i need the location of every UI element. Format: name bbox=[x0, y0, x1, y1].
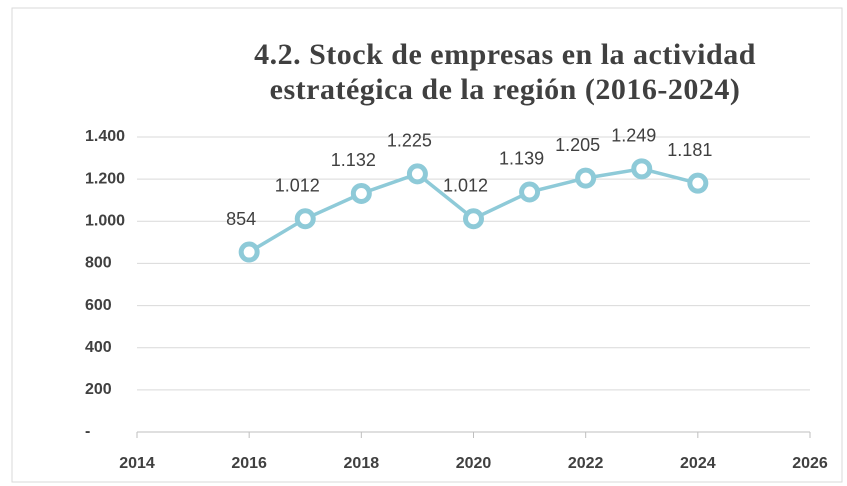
marker bbox=[519, 181, 541, 203]
y-tick-label: 200 bbox=[85, 381, 112, 398]
x-tick-label: 2014 bbox=[119, 455, 155, 472]
marker bbox=[463, 208, 484, 230]
value-label: 1.205 bbox=[555, 135, 600, 155]
value-label: 1.249 bbox=[611, 126, 656, 146]
value-label: 1.012 bbox=[443, 176, 488, 196]
marker bbox=[294, 208, 316, 230]
y-tick-label: 400 bbox=[85, 339, 112, 356]
y-tick-label: 800 bbox=[85, 255, 112, 272]
y-tick-label: 1.000 bbox=[85, 213, 125, 230]
y-tick-label: 1.400 bbox=[85, 128, 125, 145]
marker bbox=[350, 182, 372, 204]
marker bbox=[631, 158, 653, 180]
x-tick-label: 2022 bbox=[568, 455, 604, 472]
y-tick-label: 600 bbox=[85, 297, 112, 314]
x-tick-label: 2024 bbox=[680, 455, 716, 472]
y-tick-label: 1.200 bbox=[85, 170, 125, 187]
value-label: 1.139 bbox=[499, 149, 544, 169]
value-label: 1.012 bbox=[275, 176, 320, 196]
x-tick-label: 2018 bbox=[344, 455, 380, 472]
x-tick-label: 2020 bbox=[456, 455, 492, 472]
marker bbox=[406, 163, 428, 185]
value-label: 1.181 bbox=[667, 140, 712, 160]
value-label: 1.132 bbox=[331, 150, 376, 170]
x-tick-label: 2016 bbox=[231, 455, 267, 472]
chart-title: 4.2. Stock de empresas en la actividad e… bbox=[254, 38, 756, 106]
x-tick-label: 2026 bbox=[792, 455, 828, 472]
marker bbox=[687, 172, 709, 194]
value-label: 854 bbox=[226, 209, 256, 229]
y-tick-label: - bbox=[85, 423, 90, 440]
value-label: 1.225 bbox=[387, 131, 432, 151]
marker bbox=[575, 167, 597, 189]
chart-border bbox=[11, 7, 843, 483]
marker bbox=[238, 241, 260, 263]
